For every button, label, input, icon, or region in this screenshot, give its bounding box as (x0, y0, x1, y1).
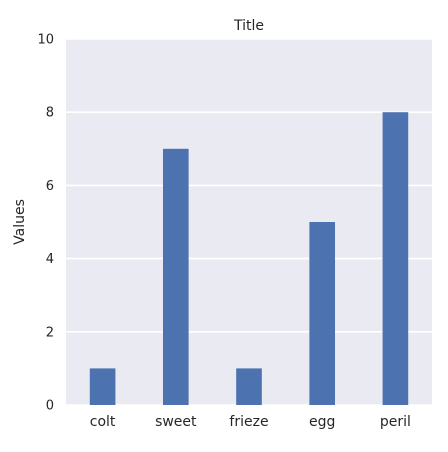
y-tick-label: 4 (46, 252, 54, 267)
x-tick-label: sweet (155, 414, 197, 430)
x-axis-ticks: colt sweet frieze egg peril (90, 414, 411, 430)
y-tick-label: 10 (37, 33, 54, 48)
y-axis-ticks: 0 2 4 6 8 10 (37, 33, 54, 414)
x-tick-label: egg (309, 414, 335, 430)
plot-area (66, 39, 432, 405)
bar-peril (382, 112, 409, 405)
x-tick-label: frieze (229, 414, 268, 430)
bar-sweet (162, 148, 189, 406)
y-axis-label: Values (12, 199, 28, 245)
x-tick-label: colt (90, 414, 116, 430)
chart-title: Title (233, 18, 264, 34)
y-tick-label: 0 (46, 399, 54, 414)
bar-colt (89, 368, 116, 405)
bar-frieze (236, 368, 262, 405)
x-tick-label: peril (380, 414, 411, 430)
gridlines (66, 38, 432, 406)
bar-egg (309, 222, 336, 405)
y-tick-label: 2 (46, 325, 54, 340)
bars (89, 112, 409, 406)
y-tick-label: 6 (46, 179, 54, 194)
y-tick-label: 8 (46, 106, 54, 121)
